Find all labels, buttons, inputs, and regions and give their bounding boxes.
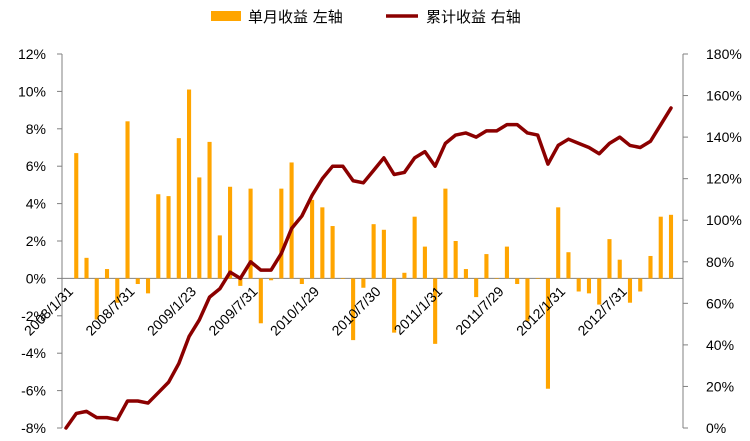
x-axis-tick-label: 2008/7/31 — [82, 283, 138, 339]
x-axis-tick-label: 2012/1/31 — [513, 283, 569, 339]
monthly-return-bar — [84, 257, 89, 279]
legend: 单月收益 左轴 累计收益 右轴 — [211, 8, 521, 26]
x-axis-tick-label: 2009/7/31 — [205, 283, 261, 339]
monthly-return-bar — [310, 199, 315, 279]
left-axis-tick-label: 12% — [18, 46, 46, 62]
monthly-return-bar — [422, 246, 427, 279]
monthly-return-bar — [617, 259, 622, 279]
monthly-return-bar — [433, 278, 438, 344]
monthly-return-bar — [176, 138, 181, 279]
monthly-return-bar — [340, 278, 345, 279]
monthly-return-bar — [525, 278, 530, 322]
monthly-return-bar — [474, 278, 479, 298]
monthly-return-bar — [115, 278, 120, 303]
monthly-return-bar — [330, 226, 335, 279]
monthly-return-bars — [74, 89, 674, 389]
monthly-return-bar — [402, 272, 407, 279]
monthly-return-bar — [463, 269, 468, 279]
x-axis-tick-label: 2010/7/30 — [328, 283, 384, 339]
monthly-return-bar — [453, 241, 458, 279]
right-axis-tick-label: 80% — [706, 254, 734, 270]
right-axis-tick-label: 0% — [706, 420, 726, 436]
monthly-return-bar — [381, 229, 386, 279]
monthly-return-bar — [228, 186, 233, 279]
left-axis-tick-label: -6% — [21, 383, 46, 399]
x-axis-tick-label: 2011/1/31 — [391, 283, 446, 338]
monthly-return-bar — [627, 278, 633, 303]
monthly-return-bar — [484, 254, 489, 279]
monthly-return-bar — [556, 207, 561, 279]
monthly-return-bar — [207, 141, 212, 279]
monthly-return-bar — [187, 89, 192, 279]
monthly-return-bar — [279, 188, 284, 279]
monthly-return-bar — [412, 216, 417, 279]
monthly-return-bar — [392, 278, 397, 333]
monthly-return-bar — [566, 252, 571, 279]
left-axis-tick-label: 8% — [26, 121, 46, 137]
monthly-return-bar — [74, 153, 79, 279]
right-axis-tick-label: 100% — [706, 212, 742, 228]
monthly-return-bar — [535, 278, 540, 279]
monthly-return-bar — [299, 278, 304, 285]
monthly-return-bar — [494, 278, 499, 279]
x-axis-tick-label: 2010/1/29 — [267, 283, 323, 339]
monthly-return-bar — [104, 269, 110, 279]
monthly-return-bar — [351, 278, 356, 341]
legend-line-label: 累计收益 右轴 — [426, 8, 521, 26]
monthly-return-bar — [125, 121, 130, 279]
legend-bar-swatch — [211, 11, 241, 21]
monthly-return-bar — [156, 194, 161, 279]
monthly-return-bar — [515, 278, 520, 285]
left-axis-tick-label: 10% — [18, 83, 46, 99]
left-axis-tick-label: 6% — [26, 158, 46, 174]
monthly-return-bar — [443, 188, 448, 279]
monthly-return-bar — [238, 278, 243, 286]
x-axis-tick-label: 2011/7/29 — [452, 283, 507, 338]
monthly-return-bar — [504, 246, 509, 279]
monthly-return-bar — [361, 278, 366, 288]
monthly-return-bar — [586, 278, 592, 294]
cumulative-return-line — [64, 106, 673, 430]
monthly-return-bar — [648, 255, 653, 279]
legend-bar-label: 单月收益 左轴 — [248, 8, 343, 26]
right-axis-tick-label: 180% — [706, 46, 742, 62]
monthly-return-bar — [145, 278, 151, 294]
monthly-return-bar — [289, 162, 294, 279]
monthly-return-bar — [135, 278, 140, 285]
left-axis-tick-label: -2% — [21, 308, 46, 324]
left-axis-tick-label: 2% — [26, 233, 46, 249]
left-axis-tick-label: -4% — [21, 345, 46, 361]
monthly-return-bar — [197, 177, 202, 279]
cumulative-return-series — [64, 106, 673, 430]
x-axis-tick-label: 2012/7/31 — [574, 283, 630, 339]
right-axis-tick-label: 120% — [706, 171, 742, 187]
monthly-return-bar — [248, 188, 253, 279]
monthly-return-bar — [320, 207, 325, 279]
monthly-return-bar — [269, 278, 274, 281]
right-axis-tick-label: 40% — [706, 337, 734, 353]
left-axis-tick-label: 4% — [26, 196, 46, 212]
monthly-return-bar — [94, 278, 99, 320]
monthly-return-bar — [668, 214, 674, 279]
monthly-return-bar — [576, 278, 581, 292]
left-axis-tick-label: -8% — [21, 420, 46, 436]
right-axis-tick-label: 60% — [706, 295, 734, 311]
monthly-return-bar — [166, 196, 171, 279]
monthly-return-bar — [545, 278, 550, 389]
monthly-return-bar — [658, 216, 663, 279]
right-axis-tick-label: 160% — [706, 88, 742, 104]
right-axis-tick-label: 20% — [706, 378, 734, 394]
right-axis-tick-label: 140% — [706, 129, 742, 145]
monthly-return-bar — [607, 239, 612, 279]
left-axis-tick-label: 0% — [26, 270, 46, 286]
monthly-return-bar — [597, 278, 602, 305]
monthly-return-bar — [371, 224, 376, 279]
monthly-return-bar — [638, 278, 643, 292]
monthly-return-bar — [217, 235, 222, 279]
monthly-return-bar — [258, 278, 263, 324]
